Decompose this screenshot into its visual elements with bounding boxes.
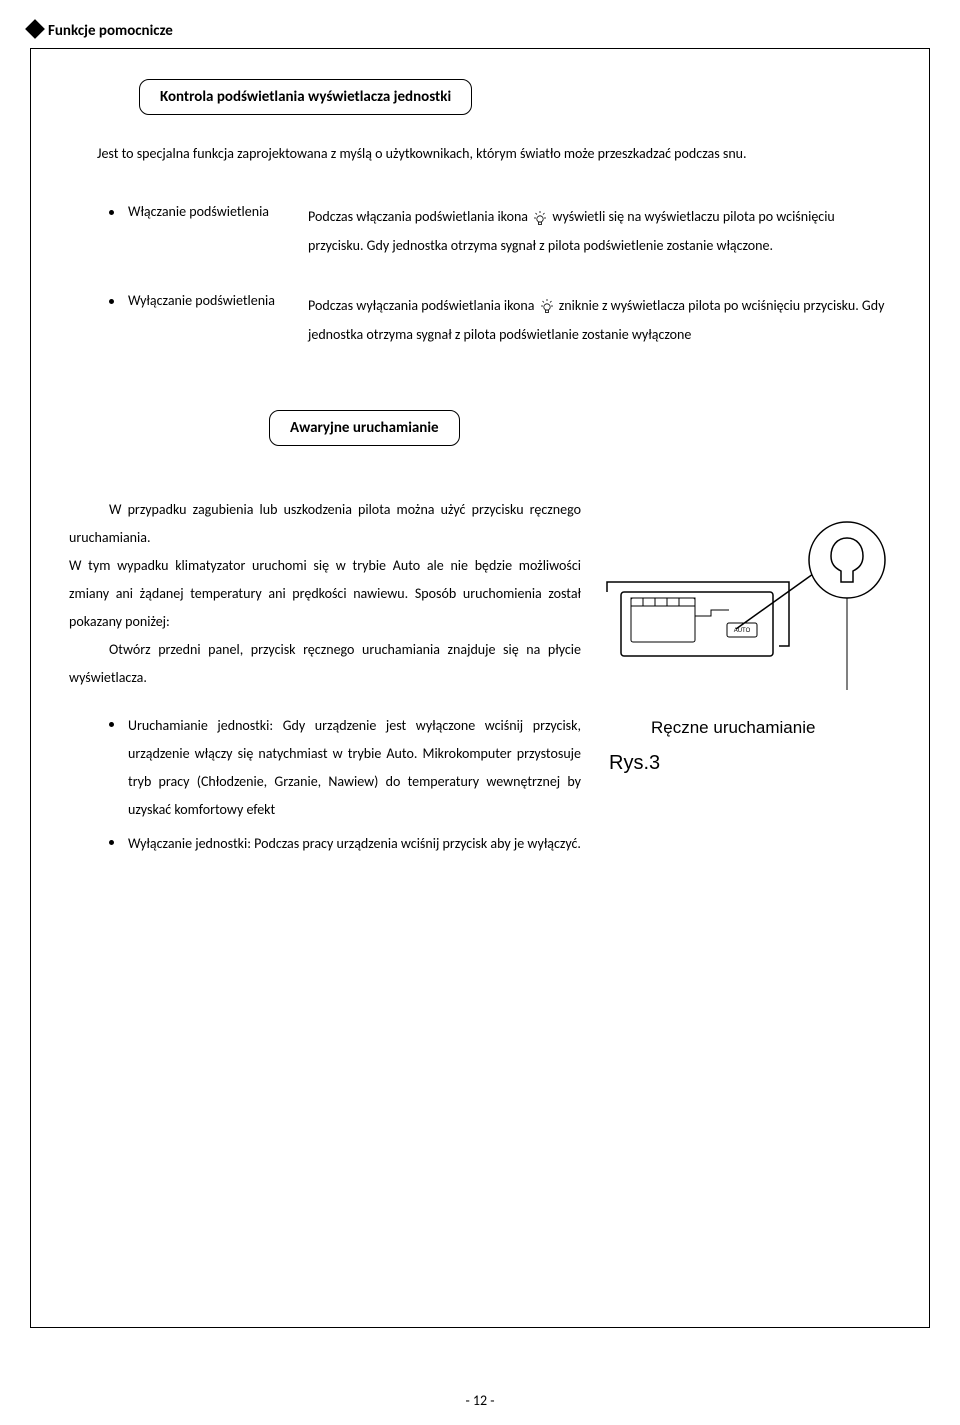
section1-title-box: Kontrola podświetlania wyświetlacza jedn… — [139, 79, 472, 115]
lightbulb-icon — [541, 299, 553, 313]
list-item: Uruchamianie jednostki: Gdy urządzenie j… — [109, 712, 581, 824]
unit-diagram: AUTO — [601, 516, 891, 706]
bullet-dot-icon — [109, 840, 114, 845]
bullet-row: Włączanie podświetlenia Podczas włączani… — [69, 202, 891, 261]
bullet-description: Podczas wyłączania podświetlania ikona z… — [308, 291, 891, 350]
bullet-label: Włączanie podświetlenia — [128, 202, 308, 220]
bullet-label: Wyłączanie podświetlenia — [128, 291, 308, 309]
bullet-description: Podczas włączania podświetlania ikona wy… — [308, 202, 891, 261]
section1-intro: Jest to specjalna funkcja zaprojektowana… — [97, 145, 891, 162]
section2: Awaryjne uruchamianie W przypadku zagubi… — [69, 410, 891, 864]
right-column: AUTO Ręczne uruchamianie Rys.3 — [601, 496, 891, 864]
lightbulb-icon — [534, 211, 546, 225]
bullet-dot-icon — [109, 210, 114, 215]
header-title: Funkcje pomocnicze — [48, 22, 173, 40]
section2-title: Awaryjne uruchamianie — [290, 419, 439, 437]
figure-caption: Ręczne uruchamianie — [651, 718, 891, 738]
bullet-dot-icon — [109, 722, 114, 727]
page-number: - 12 - — [0, 1392, 960, 1409]
figure-label: Rys.3 — [609, 752, 891, 775]
two-column-layout: W przypadku zagubienia lub uszkodzenia p… — [69, 496, 891, 864]
bullet-pre-text: Podczas wyłączania podświetlania ikona — [308, 297, 534, 314]
section-header: Funkcje pomocnicze — [28, 22, 173, 40]
auto-label: AUTO — [734, 628, 751, 634]
left-column: W przypadku zagubienia lub uszkodzenia p… — [69, 496, 581, 864]
content-frame: Kontrola podświetlania wyświetlacza jedn… — [30, 48, 930, 1328]
bullet-text: Uruchamianie jednostki: Gdy urządzenie j… — [128, 712, 581, 824]
section2-para2: W tym wypadku klimatyzator uruchomi się … — [69, 552, 581, 636]
section2-para1: W przypadku zagubienia lub uszkodzenia p… — [69, 496, 581, 552]
list-item: Wyłączanie jednostki: Podczas pracy urzą… — [109, 830, 581, 858]
section2-title-box: Awaryjne uruchamianie — [269, 410, 460, 446]
section1-title: Kontrola podświetlania wyświetlacza jedn… — [160, 88, 451, 106]
bullet-row: Wyłączanie podświetlenia Podczas wyłącza… — [69, 291, 891, 350]
section2-bullets: Uruchamianie jednostki: Gdy urządzenie j… — [109, 712, 581, 858]
bullet-pre-text: Podczas włączania podświetlania ikona — [308, 208, 528, 225]
bullet-text: Wyłączanie jednostki: Podczas pracy urzą… — [128, 830, 581, 858]
bullet-dot-icon — [109, 299, 114, 304]
section2-para3: Otwórz przedni panel, przycisk ręcznego … — [69, 636, 581, 692]
diamond-icon — [25, 19, 45, 39]
